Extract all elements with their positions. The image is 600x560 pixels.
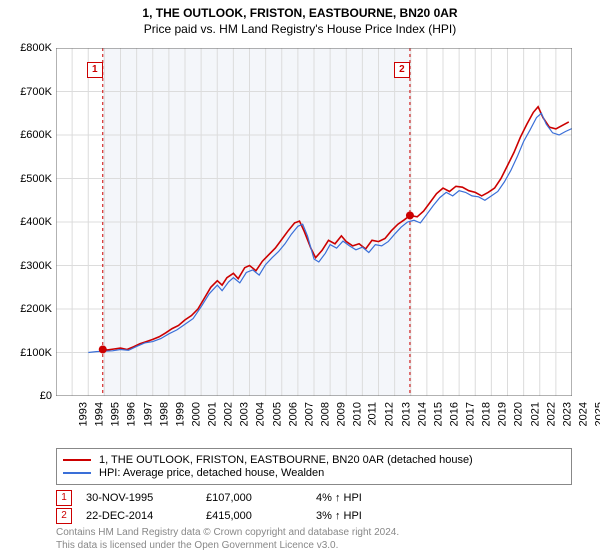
datapoint-badge-1: 1 <box>56 490 72 506</box>
x-tick-label: 2020 <box>513 402 525 426</box>
y-tick-label: £300K <box>4 260 52 272</box>
x-tick-label: 2025 <box>593 402 600 426</box>
x-tick-label: 2023 <box>561 402 573 426</box>
x-tick-label: 2009 <box>335 402 347 426</box>
datapoint-row-1: 1 30-NOV-1995 £107,000 4% ↑ HPI <box>56 490 572 506</box>
x-tick-label: 2012 <box>384 402 396 426</box>
datapoint-date-2: 22-DEC-2014 <box>86 510 206 522</box>
footer-line-2: This data is licensed under the Open Gov… <box>56 539 576 552</box>
marker-badge: 2 <box>394 62 410 78</box>
datapoint-price-1: £107,000 <box>206 492 316 504</box>
legend-label-hpi: HPI: Average price, detached house, Weal… <box>99 467 324 479</box>
x-tick-label: 2003 <box>239 402 251 426</box>
datapoint-table: 1 30-NOV-1995 £107,000 4% ↑ HPI 2 22-DEC… <box>56 488 572 526</box>
chart-plot <box>56 48 572 396</box>
x-tick-label: 2010 <box>352 402 364 426</box>
y-tick-label: £800K <box>4 42 52 54</box>
x-tick-label: 1994 <box>94 402 106 426</box>
chart-svg <box>56 48 572 396</box>
x-tick-label: 2006 <box>287 402 299 426</box>
x-tick-label: 2011 <box>367 402 379 426</box>
y-tick-label: £600K <box>4 129 52 141</box>
y-tick-label: £200K <box>4 303 52 315</box>
marker-badge: 1 <box>87 62 103 78</box>
x-tick-label: 2018 <box>481 402 493 426</box>
x-tick-label: 1997 <box>142 402 154 426</box>
y-tick-label: £700K <box>4 86 52 98</box>
datapoint-row-2: 2 22-DEC-2014 £415,000 3% ↑ HPI <box>56 508 572 524</box>
x-tick-label: 1993 <box>77 402 89 426</box>
y-tick-label: £400K <box>4 216 52 228</box>
x-tick-label: 2007 <box>303 402 315 426</box>
y-tick-label: £0 <box>4 390 52 402</box>
x-tick-label: 2013 <box>400 402 412 426</box>
footer-line-1: Contains HM Land Registry data © Crown c… <box>56 526 576 539</box>
datapoint-badge-2: 2 <box>56 508 72 524</box>
x-tick-label: 2002 <box>223 402 235 426</box>
x-tick-label: 1996 <box>126 402 138 426</box>
datapoint-date-1: 30-NOV-1995 <box>86 492 206 504</box>
x-tick-label: 2001 <box>206 402 218 426</box>
legend-row-hpi: HPI: Average price, detached house, Weal… <box>63 467 565 479</box>
datapoint-price-2: £415,000 <box>206 510 316 522</box>
x-tick-label: 2022 <box>545 402 557 426</box>
datapoint-pct-2: 3% ↑ HPI <box>316 510 426 522</box>
x-tick-label: 2005 <box>271 402 283 426</box>
x-tick-label: 2004 <box>255 402 267 426</box>
legend-swatch-property <box>63 459 91 461</box>
x-tick-label: 1998 <box>158 402 170 426</box>
chart-subtitle: Price paid vs. HM Land Registry's House … <box>0 22 600 36</box>
x-tick-label: 2017 <box>464 402 476 426</box>
x-tick-label: 2014 <box>416 402 428 426</box>
legend-row-property: 1, THE OUTLOOK, FRISTON, EASTBOURNE, BN2… <box>63 454 565 466</box>
x-tick-label: 2015 <box>432 402 444 426</box>
chart-title: 1, THE OUTLOOK, FRISTON, EASTBOURNE, BN2… <box>0 6 600 20</box>
y-tick-label: £100K <box>4 347 52 359</box>
x-tick-label: 2024 <box>577 402 589 426</box>
chart-footer: Contains HM Land Registry data © Crown c… <box>56 526 576 552</box>
x-tick-label: 2000 <box>190 402 202 426</box>
x-tick-label: 2021 <box>529 402 541 426</box>
x-tick-label: 2008 <box>319 402 331 426</box>
y-tick-label: £500K <box>4 173 52 185</box>
datapoint-pct-1: 4% ↑ HPI <box>316 492 426 504</box>
legend-swatch-hpi <box>63 472 91 474</box>
x-tick-label: 2016 <box>448 402 460 426</box>
chart-legend: 1, THE OUTLOOK, FRISTON, EASTBOURNE, BN2… <box>56 448 572 485</box>
x-tick-label: 1995 <box>110 402 122 426</box>
x-tick-label: 2019 <box>497 402 509 426</box>
legend-label-property: 1, THE OUTLOOK, FRISTON, EASTBOURNE, BN2… <box>99 454 473 466</box>
x-tick-label: 1999 <box>174 402 186 426</box>
